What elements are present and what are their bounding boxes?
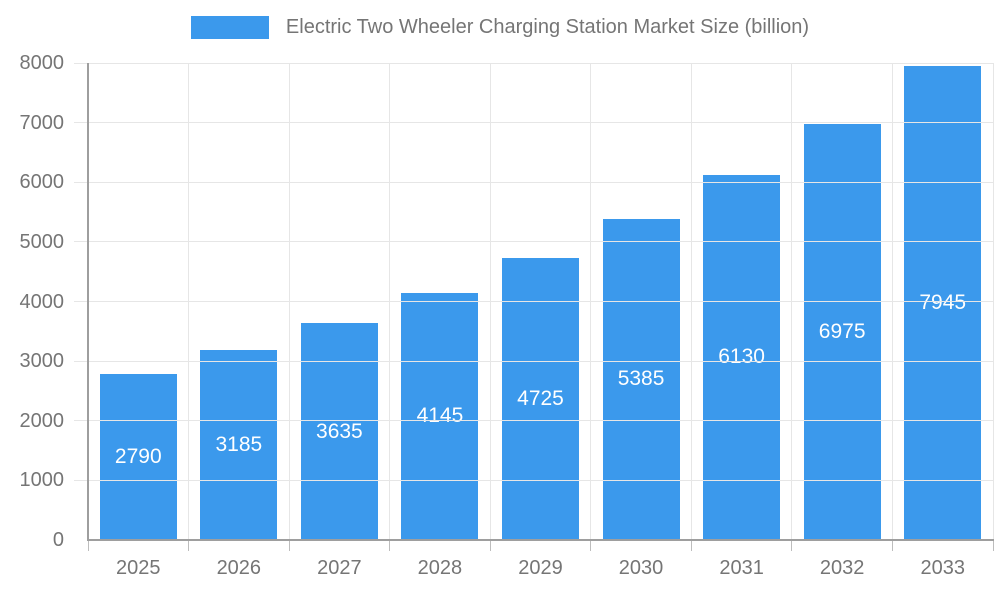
y-axis-label: 5000 <box>19 230 65 253</box>
y-axis-label: 4000 <box>19 290 65 313</box>
bar-2027[interactable]: 3635 <box>300 323 378 540</box>
gridline-vertical <box>188 63 190 540</box>
bar-value-label: 6130 <box>718 345 765 369</box>
bar-2032[interactable]: 6975 <box>803 124 881 540</box>
x-axis-label: 2032 <box>819 557 865 579</box>
x-axis-tick <box>690 540 692 551</box>
gridline-vertical <box>891 63 893 540</box>
gridline-horizontal <box>74 241 993 243</box>
x-axis-label: 2031 <box>719 557 764 579</box>
y-axis-label: 8000 <box>19 52 65 74</box>
y-axis-label: 0 <box>52 529 64 551</box>
bar-2028[interactable]: 4145 <box>401 292 479 540</box>
gridline-horizontal <box>74 301 993 302</box>
x-axis-tick <box>389 540 391 551</box>
legend-swatch[interactable] <box>190 16 269 39</box>
x-axis-label: 2033 <box>920 557 965 579</box>
bar-2033[interactable]: 7945 <box>904 66 982 540</box>
x-axis-line <box>87 539 994 541</box>
gridline-horizontal <box>74 360 993 362</box>
y-axis-label: 2000 <box>19 409 65 432</box>
gridline-vertical <box>791 63 793 540</box>
bar-value-label: 2790 <box>114 444 162 468</box>
x-axis-tick <box>288 540 290 551</box>
gridline-vertical <box>690 63 692 540</box>
x-axis-tick <box>891 540 893 551</box>
y-axis-label: 1000 <box>19 469 65 492</box>
gridline-horizontal <box>74 181 993 183</box>
x-axis-tick <box>590 540 592 551</box>
bar-2026[interactable]: 3185 <box>200 350 278 540</box>
gridline-vertical <box>992 63 994 540</box>
gridline-horizontal <box>74 420 993 422</box>
bar-2029[interactable]: 4725 <box>502 258 579 540</box>
x-axis-tick <box>188 540 190 551</box>
x-axis-tick <box>489 540 491 551</box>
gridline-vertical <box>389 63 391 540</box>
y-axis-label: 3000 <box>19 350 65 373</box>
bar-2031[interactable]: 6130 <box>703 174 781 540</box>
bar-value-label: 5385 <box>617 367 665 391</box>
legend-label[interactable]: Electric Two Wheeler Charging Station Ma… <box>285 16 810 38</box>
x-axis-tick <box>992 540 994 551</box>
y-axis-label: 6000 <box>19 171 65 194</box>
gridline-horizontal <box>74 479 993 481</box>
bar-value-label: 7945 <box>919 291 967 315</box>
x-axis-tick <box>87 540 89 551</box>
x-axis-label: 2026 <box>216 557 262 579</box>
bar-value-label: 4145 <box>416 404 464 428</box>
plot-area: 2790 3185 3635 4145 4725 5385 6130 6975 7945 <box>88 63 993 540</box>
bar-2030[interactable]: 5385 <box>602 218 680 540</box>
y-axis-line <box>87 63 89 541</box>
x-axis-label: 2028 <box>417 557 463 579</box>
bar-value-label: 4725 <box>517 387 564 411</box>
bar-value-label: 3635 <box>316 419 363 443</box>
y-axis-label: 7000 <box>19 111 65 134</box>
bar-2025[interactable]: 2790 <box>99 373 177 540</box>
gridline-horizontal <box>74 122 993 124</box>
gridline-vertical <box>590 63 592 540</box>
x-axis-label: 2029 <box>518 557 563 579</box>
x-axis-tick <box>791 540 793 551</box>
x-axis-label: 2030 <box>618 557 664 579</box>
bar-value-label: 6975 <box>818 320 866 344</box>
gridline-horizontal <box>74 62 993 64</box>
legend: Electric Two Wheeler Charging Station Ma… <box>0 16 1000 39</box>
x-axis-label: 2025 <box>116 557 161 579</box>
gridline-vertical <box>489 63 491 540</box>
x-axis-label: 2027 <box>317 557 362 579</box>
bar-value-label: 3185 <box>215 433 263 457</box>
gridline-vertical <box>288 63 290 540</box>
